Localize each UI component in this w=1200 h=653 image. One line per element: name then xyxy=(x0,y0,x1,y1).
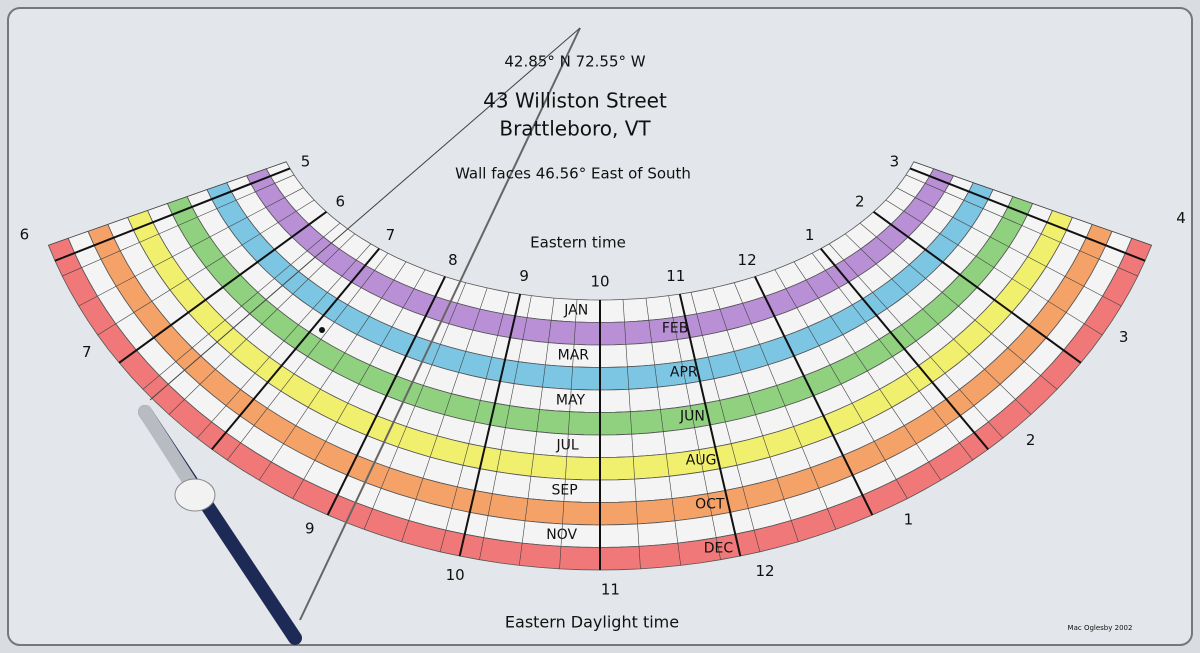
gnomon xyxy=(138,405,302,645)
credit: Mac Oglesby 2002 xyxy=(1068,624,1133,632)
minute-line xyxy=(774,269,908,499)
hour-line xyxy=(54,167,291,262)
minute-line xyxy=(668,295,721,560)
minute-line xyxy=(793,261,942,481)
hour-line xyxy=(326,276,446,516)
standard-hour-label: 10 xyxy=(590,273,609,291)
month-label: FEB xyxy=(662,321,689,337)
minute-line xyxy=(559,299,578,569)
hour-line xyxy=(678,293,742,557)
standard-hour-label: 1 xyxy=(805,226,815,244)
minute-line xyxy=(829,243,1004,439)
month-label: SEP xyxy=(552,482,578,498)
daylight-time-label: Eastern Daylight time xyxy=(505,613,679,632)
minute-line xyxy=(62,174,295,277)
minute-line xyxy=(645,298,682,566)
minute-line xyxy=(363,282,467,530)
daylight-hour-label: 1 xyxy=(904,511,914,529)
minute-line xyxy=(292,269,426,499)
standard-hour-label: 3 xyxy=(890,153,900,171)
hour-line xyxy=(458,293,522,557)
minute-line xyxy=(811,253,974,461)
month-label: APR xyxy=(670,365,698,381)
address: 43 Williston Street xyxy=(483,89,667,113)
daylight-hour-label: 12 xyxy=(755,562,774,580)
daylight-hour-label: 3 xyxy=(1119,328,1129,346)
daylight-hour-label: 2 xyxy=(1026,431,1036,449)
standard-hour-label: 12 xyxy=(738,251,757,269)
minute-line xyxy=(712,287,799,542)
minute-line xyxy=(168,233,355,415)
minute-line xyxy=(518,298,555,566)
gnomon-shadow-line xyxy=(299,27,581,621)
standard-hour-label: 11 xyxy=(666,267,685,285)
wall-orientation: Wall faces 46.56° East of South xyxy=(455,165,691,183)
nodus-mark xyxy=(319,327,325,333)
minute-line xyxy=(905,174,1138,277)
hour-line xyxy=(754,276,874,516)
minute-line xyxy=(142,222,341,390)
coordinates: 42.85° N 72.55° W xyxy=(504,53,645,71)
month-label: JAN xyxy=(563,303,588,319)
minute-line xyxy=(196,243,371,439)
daylight-hour-label: 6 xyxy=(20,226,30,244)
standard-hour-label: 5 xyxy=(301,153,311,171)
minute-line xyxy=(896,187,1122,307)
daylight-hour-label: 9 xyxy=(305,519,315,537)
minute-line xyxy=(78,187,304,307)
minute-line xyxy=(439,292,510,552)
month-label: MAR xyxy=(558,348,590,364)
hour-line-group xyxy=(48,161,1152,570)
daylight-hour-label: 11 xyxy=(601,581,620,599)
month-label: OCT xyxy=(695,497,725,513)
standard-hour-label: 6 xyxy=(335,192,345,210)
month-label: JUL xyxy=(555,437,578,453)
minute-line xyxy=(733,282,837,530)
month-label: MAY xyxy=(556,393,586,409)
city: Brattleboro, VT xyxy=(499,117,651,141)
hour-line xyxy=(872,211,1082,364)
standard-hour-label: 8 xyxy=(448,251,458,269)
minute-line xyxy=(690,292,761,552)
minute-line xyxy=(622,299,641,569)
band-group xyxy=(47,161,1153,571)
hour-line xyxy=(118,211,328,364)
standard-hour-label: 7 xyxy=(386,226,396,244)
month-label: NOV xyxy=(546,527,577,543)
daylight-hour-label: 4 xyxy=(1176,209,1186,227)
minute-line xyxy=(913,161,1152,246)
gnomon-line xyxy=(149,27,581,401)
minute-line xyxy=(258,261,407,481)
month-label: AUG xyxy=(686,453,717,469)
hour-line xyxy=(909,167,1146,262)
daylight-hour-label: 7 xyxy=(82,343,92,361)
standard-hour-label: 2 xyxy=(855,192,865,210)
minute-line xyxy=(48,161,287,246)
hour-line xyxy=(211,247,380,450)
minute-line xyxy=(885,199,1103,336)
minute-line xyxy=(401,287,488,542)
minute-line xyxy=(845,233,1032,415)
standard-time-label: Eastern time xyxy=(530,234,626,252)
minute-line xyxy=(226,253,389,461)
month-label: DEC xyxy=(704,541,734,557)
hour-line xyxy=(820,247,989,450)
daylight-hour-label: 10 xyxy=(446,566,465,584)
minute-line xyxy=(97,199,315,336)
month-label: JUN xyxy=(679,409,705,425)
minute-line xyxy=(479,295,532,560)
minute-line xyxy=(859,222,1058,390)
standard-hour-label: 9 xyxy=(519,267,529,285)
